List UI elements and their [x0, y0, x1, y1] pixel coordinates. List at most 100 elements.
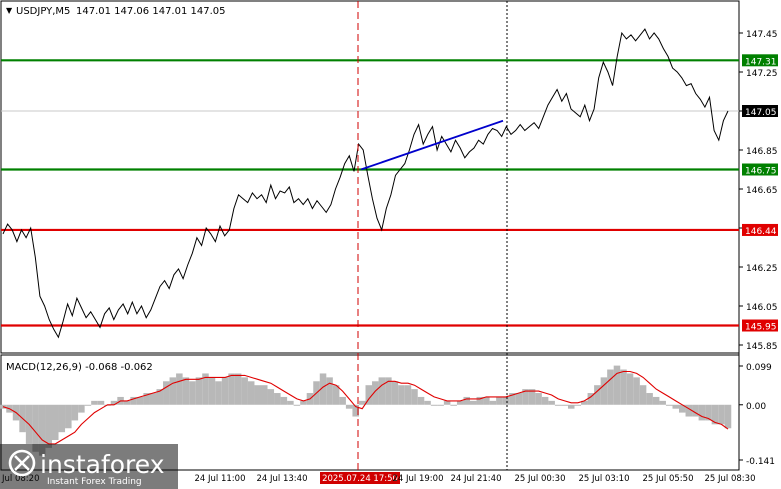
time-tick-label: 24 Jul 11:00 [195, 474, 246, 484]
macd-bar [260, 385, 268, 405]
logo-cross-b [14, 455, 30, 471]
macd-bar [169, 377, 177, 405]
macd-bar [130, 396, 137, 405]
macd-bar [149, 393, 157, 405]
macd-bar [267, 389, 275, 405]
level-badge-label: 145.95 [745, 323, 777, 333]
macd-bar [156, 389, 164, 405]
macd-label: MACD(12,26,9) -0.068 -0.062 [6, 362, 153, 373]
macd-bar [528, 389, 536, 405]
macd-bar [136, 396, 144, 405]
price-tick-label: 146.25 [746, 264, 778, 274]
macd-signal-line [2, 370, 729, 445]
time-tick-label: 24 Jul 13:40 [257, 474, 308, 484]
macd-bar [692, 404, 699, 417]
macd-bar [639, 385, 647, 405]
macd-bar [378, 377, 386, 405]
level-badge-147-31 [742, 54, 778, 67]
macd-bar [398, 385, 405, 405]
macd-bar [228, 373, 235, 405]
time-tick-label: 25 Jul 05:50 [643, 474, 694, 484]
macd-bar [241, 377, 248, 405]
macd-bar [594, 385, 601, 405]
price-tick-label: 145.85 [746, 342, 778, 352]
macd-bar [417, 396, 425, 405]
level-badge-145-95 [742, 319, 778, 332]
session-time-badge [320, 472, 400, 484]
macd-bar [365, 385, 373, 405]
macd-bar [91, 400, 98, 405]
macd-bar [221, 377, 229, 405]
macd-bar [600, 377, 608, 405]
macd-bar [143, 393, 150, 405]
time-tick-label: 25 Jul 08:30 [705, 474, 756, 484]
macd-bar [38, 404, 46, 456]
price-tick-label: 146.05 [746, 303, 778, 313]
trendline[interactable] [360, 119, 504, 171]
macd-bar [509, 393, 516, 405]
macd-bar [705, 404, 712, 421]
macd-bar [515, 393, 523, 405]
macd-bar [215, 381, 222, 405]
macd-bar [489, 400, 497, 405]
macd-tick-label: 0.099 [746, 363, 772, 373]
macd-bar [339, 396, 346, 405]
last-price-badge [742, 105, 778, 117]
watermark-brand: instaforex [40, 450, 165, 479]
time-tick-label: 24 Jul 19:00 [393, 474, 444, 484]
last-price-badge-label: 147.05 [745, 108, 777, 118]
macd-bar [385, 377, 392, 405]
time-tick-label: 24 Jul 21:40 [451, 474, 502, 484]
level-badge-label: 146.44 [745, 227, 777, 237]
macd-bar [672, 404, 680, 409]
macd-bar [665, 404, 673, 406]
macd-bar [45, 404, 52, 448]
macd-bar [626, 373, 634, 405]
macd-bar [437, 404, 444, 406]
macd-bar [483, 396, 490, 405]
macd-bar [358, 400, 366, 405]
price-tick-label: 147.45 [746, 30, 778, 40]
level-badge-label: 146.75 [745, 167, 777, 177]
macd-bar [32, 404, 39, 452]
macd-bar [470, 400, 477, 405]
macd-bar [202, 373, 209, 405]
level-badge-146-75 [742, 163, 778, 176]
macd-bar [430, 404, 438, 406]
main-pane[interactable] [0, 0, 740, 354]
macd-bar [195, 377, 203, 405]
macd-bar [176, 373, 183, 405]
macd-bar [300, 400, 307, 405]
macd-tick-label: 0.00 [746, 402, 766, 412]
macd-bar [372, 381, 379, 405]
macd-bar [535, 393, 542, 405]
macd-bar [110, 400, 118, 405]
price-line [2, 28, 729, 339]
instaforex-logo: instaforex Instant Forex Trading [0, 444, 178, 489]
macd-bar [411, 389, 418, 405]
macd-bar [287, 400, 294, 405]
macd-bar [123, 400, 131, 405]
macd-bar [613, 365, 621, 405]
macd-bar [698, 404, 706, 421]
macd-bar [522, 389, 529, 405]
price-tick-label: 147.25 [746, 69, 778, 79]
macd-bar [496, 396, 503, 405]
macd-bar [247, 381, 255, 405]
macd-bar [293, 404, 301, 406]
macd-bar [633, 377, 640, 405]
macd-bar [254, 385, 261, 405]
macd-bar [352, 404, 359, 417]
macd-bar [424, 400, 431, 405]
macd-bar [502, 396, 510, 405]
macd-bar [58, 404, 66, 433]
macd-bar [208, 377, 216, 405]
macd-bar [685, 404, 693, 417]
macd-bar [548, 400, 555, 405]
macd-bar [456, 400, 464, 405]
chart-ohlc: 147.01 147.06 147.01 147.05 [76, 6, 226, 17]
macd-bar [319, 373, 327, 405]
time-tick-label: 25 Jul 00:30 [515, 474, 566, 484]
macd-bar [574, 404, 582, 406]
time-tick-label: 2025.07.24 17:50 [322, 474, 398, 484]
